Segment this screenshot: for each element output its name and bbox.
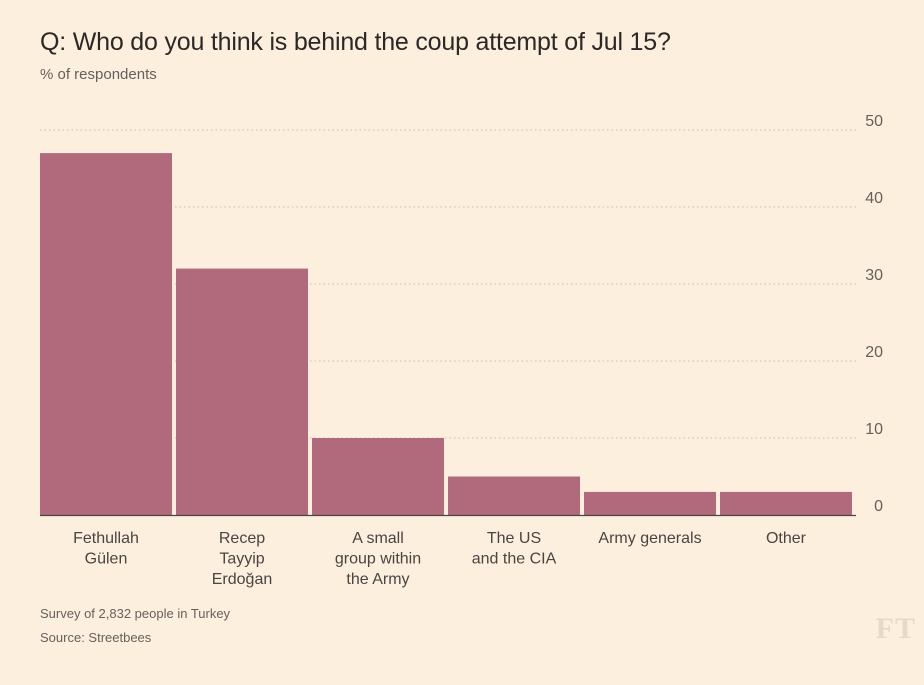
bar-chart: 0 10 20 30 40 50 Fethullah Gülen Recep Tayyip Erdo… xyxy=(40,113,883,588)
y-tick-label: 0 xyxy=(874,498,883,515)
x-tick-label: Recep Tayyip Erdoğan xyxy=(212,530,273,588)
ft-logo: FT xyxy=(875,612,916,645)
y-tick-label: 40 xyxy=(865,190,883,207)
y-tick-label: 10 xyxy=(865,421,883,438)
y-tick-label: 20 xyxy=(865,344,883,361)
bar xyxy=(312,438,444,515)
chart-title: Q: Who do you think is behind the coup a… xyxy=(40,28,671,56)
bar xyxy=(584,491,716,515)
x-tick-label: A small group within the Army xyxy=(335,530,421,588)
bar xyxy=(720,491,852,515)
bar xyxy=(176,268,308,515)
source-note: Source: Streetbees xyxy=(40,630,152,645)
x-tick-label: Other xyxy=(766,530,807,547)
y-tick-label: 30 xyxy=(865,267,883,284)
survey-note: Survey of 2,832 people in Turkey xyxy=(40,606,231,621)
bar xyxy=(40,153,172,515)
x-tick-label: Fethullah Gülen xyxy=(73,530,139,568)
chart-subtitle: % of respondents xyxy=(40,66,157,83)
x-tick-label: Army generals xyxy=(598,530,701,547)
x-tick-label: The US and the CIA xyxy=(472,530,557,568)
bar xyxy=(448,476,580,515)
y-tick-label: 50 xyxy=(865,113,883,130)
